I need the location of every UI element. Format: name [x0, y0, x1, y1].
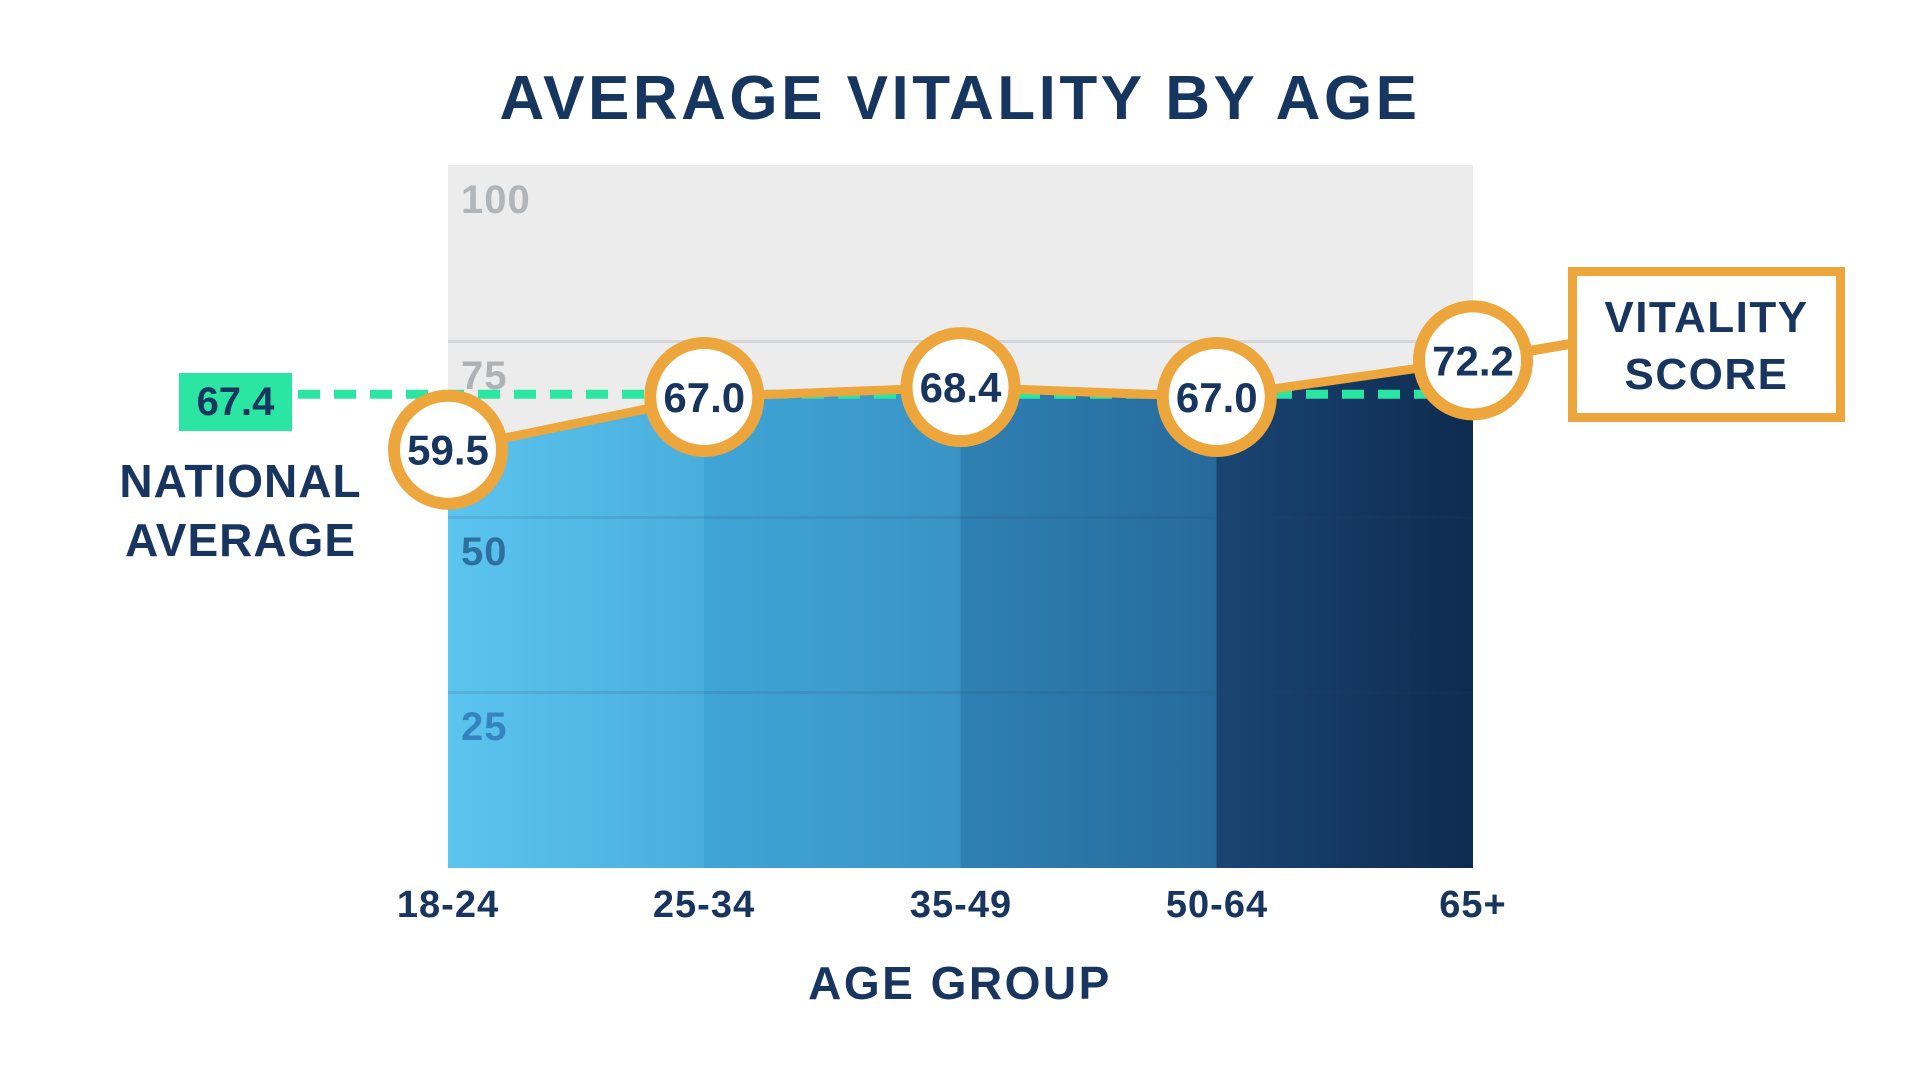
- data-point-circle-50-64: [1156, 337, 1277, 457]
- data-point-value-65+: 72.2: [1432, 337, 1514, 384]
- x-tick-label-35-49: 35-49: [909, 884, 1013, 926]
- data-point-markers: 59.5 67.0 68.4 67.0 72.2: [388, 300, 1533, 510]
- vitality-score-callout: VITALITY SCORE: [1568, 267, 1845, 422]
- data-point-value-50-64: 67.0: [1176, 374, 1258, 421]
- data-point-value-35-49: 68.4: [920, 364, 1002, 411]
- x-tick-label-25-34: 25-34: [652, 884, 756, 926]
- data-point-circle-65+: [1413, 300, 1533, 421]
- data-point-circle-35-49: [900, 327, 1021, 448]
- data-point-circle-18-24: [388, 389, 508, 510]
- y-tick-label-25: 25: [461, 705, 508, 749]
- y-tick-label-50: 50: [461, 530, 508, 574]
- gridline-25: [448, 691, 1473, 694]
- y-tick-label-100: 100: [461, 178, 531, 222]
- data-point-value-25-34: 67.0: [663, 374, 745, 421]
- national-average-caption: NATIONAL AVERAGE: [119, 455, 362, 566]
- data-point-value-18-24: 59.5: [407, 427, 489, 474]
- national-average-value-badge: 67.4: [179, 373, 292, 431]
- x-tick-label-65+: 65+: [1439, 884, 1507, 926]
- x-axis-title: AGE GROUP: [808, 957, 1112, 1009]
- data-point-circle-25-34: [644, 337, 765, 457]
- gridline-50: [448, 516, 1473, 519]
- chart-title: AVERAGE VITALITY BY AGE: [499, 64, 1421, 133]
- x-tick-label-50-64: 50-64: [1165, 884, 1269, 926]
- x-tick-label-18-24: 18-24: [396, 884, 500, 926]
- plot-area: 100 75 50 25: [448, 165, 1473, 868]
